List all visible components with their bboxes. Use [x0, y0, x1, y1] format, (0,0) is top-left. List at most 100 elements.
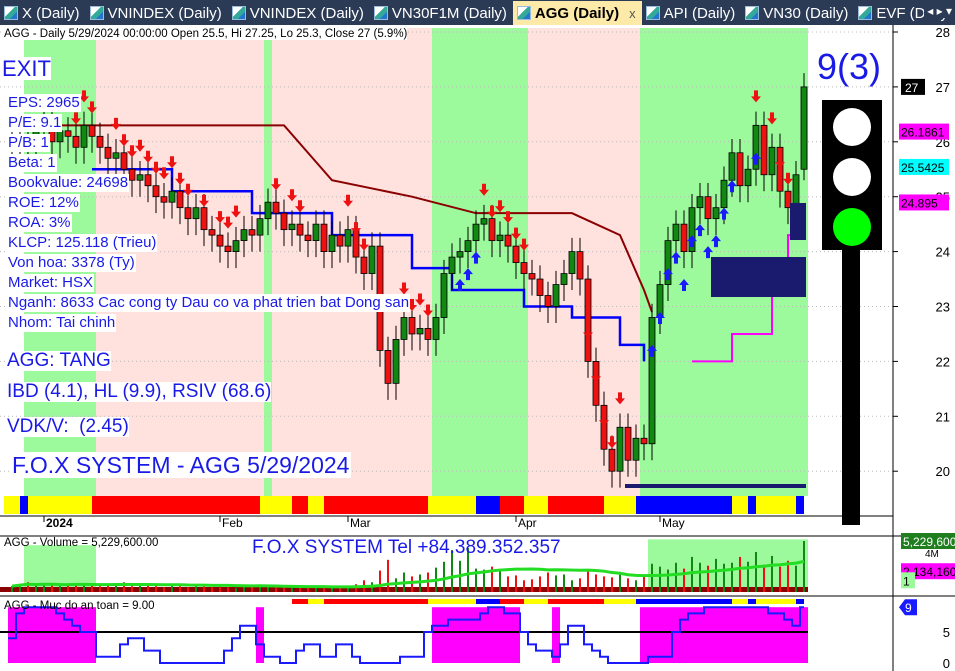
candle-body: [280, 212, 288, 231]
candle-body: [712, 207, 720, 220]
candle: [464, 226, 472, 269]
top-light-icon: [833, 108, 871, 146]
signal-bar-segment: [500, 496, 524, 514]
candle-body: [192, 207, 200, 220]
candle: [360, 243, 368, 291]
background-zone: [528, 28, 640, 496]
tab-1[interactable]: VNINDEX (Daily): [86, 1, 228, 25]
y-tick-label: 22: [936, 354, 950, 369]
candle-body: [528, 273, 536, 280]
candle: [648, 303, 656, 461]
candle: [672, 210, 680, 258]
candle: [96, 122, 104, 164]
tab-0[interactable]: X (Daily): [0, 1, 86, 25]
tab-scroll-arrows[interactable]: ◂ ▸ ▾: [924, 4, 955, 18]
tab-label: VN30F1M (Daily): [391, 4, 507, 22]
candle: [448, 243, 456, 291]
candle-body: [232, 240, 240, 252]
candle: [576, 237, 584, 296]
tab-2[interactable]: VNINDEX (Daily): [228, 1, 370, 25]
price-tag: [901, 78, 925, 95]
candle-body: [464, 240, 472, 252]
candle: [312, 210, 320, 258]
candle-body: [136, 174, 144, 181]
x-tick-label: Apr: [518, 516, 537, 530]
candle: [624, 413, 632, 477]
signal-bar-segment: [92, 496, 260, 514]
fundamental-item: Beta: 1: [7, 154, 57, 172]
safety-zone: [8, 607, 96, 663]
candle: [344, 215, 352, 263]
candle-body: [608, 448, 616, 472]
candle: [248, 215, 256, 252]
sell-arrow-icon: [767, 112, 777, 125]
safety-signal-segment: [756, 599, 796, 604]
y-tick-label: 28: [936, 25, 950, 40]
signal-bar-segment: [796, 496, 804, 514]
candle-body: [296, 223, 304, 236]
x-tick-label: May: [662, 516, 685, 530]
candle-body: [696, 196, 704, 209]
buy-arrow-icon: [687, 235, 697, 248]
safety-signal-segment: [324, 599, 348, 604]
candle-body: [264, 201, 272, 220]
candle: [520, 248, 528, 291]
sell-arrow-icon: [343, 194, 353, 207]
fundamental-item: Bookvalue: 24698: [7, 174, 130, 192]
sell-arrow-icon: [231, 205, 241, 218]
candle: [744, 155, 752, 203]
candle: [288, 210, 296, 247]
candle-body: [328, 234, 336, 253]
safety-zone: [552, 607, 560, 663]
candle: [552, 270, 560, 323]
sell-arrow-icon: [295, 200, 305, 213]
candle-body: [200, 207, 208, 231]
safety-signal-segment: [428, 599, 476, 604]
tab-6[interactable]: VN30 (Daily): [741, 1, 854, 25]
safety-signal-segment: [636, 599, 732, 604]
volume-average-line: [11, 559, 805, 589]
tab-close-button[interactable]: x: [629, 5, 636, 21]
candle: [776, 133, 784, 208]
fundamental-item: P/E: 9.1: [7, 114, 63, 132]
signal-bar-segment: [4, 496, 20, 514]
chart-icon: [231, 6, 246, 20]
buy-arrow-icon: [719, 207, 729, 220]
candle-body: [360, 256, 368, 274]
sell-arrow-icon: [127, 145, 137, 158]
candle-body: [760, 124, 768, 176]
candle: [688, 193, 696, 269]
sell-arrow-icon: [199, 194, 209, 207]
candle: [224, 232, 232, 269]
candle: [800, 73, 808, 181]
tab-4[interactable]: AGG (Daily) x: [512, 1, 642, 25]
signal-bar-segment: [732, 496, 748, 514]
candle: [104, 133, 112, 175]
system-title: F.O.X SYSTEM - AGG 5/29/2024: [10, 452, 352, 479]
signal-bar-segment: [292, 496, 308, 514]
sell-arrow-icon: [495, 200, 505, 213]
volume-tag-label: 2,134,160: [903, 565, 955, 579]
candle: [184, 193, 192, 236]
candle: [472, 210, 480, 258]
tab-3[interactable]: VN30F1M (Daily): [370, 1, 513, 25]
candle: [392, 325, 400, 400]
candle-body: [256, 218, 264, 236]
candle: [280, 199, 288, 247]
candle-body: [600, 404, 608, 450]
candle-body: [648, 317, 656, 445]
candle-body: [176, 190, 184, 209]
candle-body: [96, 135, 104, 148]
signal-bar-segment: [28, 496, 92, 514]
candle-body: [728, 152, 736, 181]
candle-body: [448, 256, 456, 274]
y-tick-label: 20: [936, 464, 950, 479]
buy-arrow-icon: [463, 268, 473, 281]
y-tick-label: 21: [936, 409, 950, 424]
tab-5[interactable]: API (Daily): [642, 1, 742, 25]
sell-arrow-icon: [519, 238, 529, 251]
chart-area[interactable]: 2021222324252627282024FebMarAprMay2726.1…: [0, 25, 955, 671]
tab-label: VNINDEX (Daily): [107, 4, 222, 22]
candle-body: [184, 207, 192, 220]
candle-body: [736, 152, 744, 187]
